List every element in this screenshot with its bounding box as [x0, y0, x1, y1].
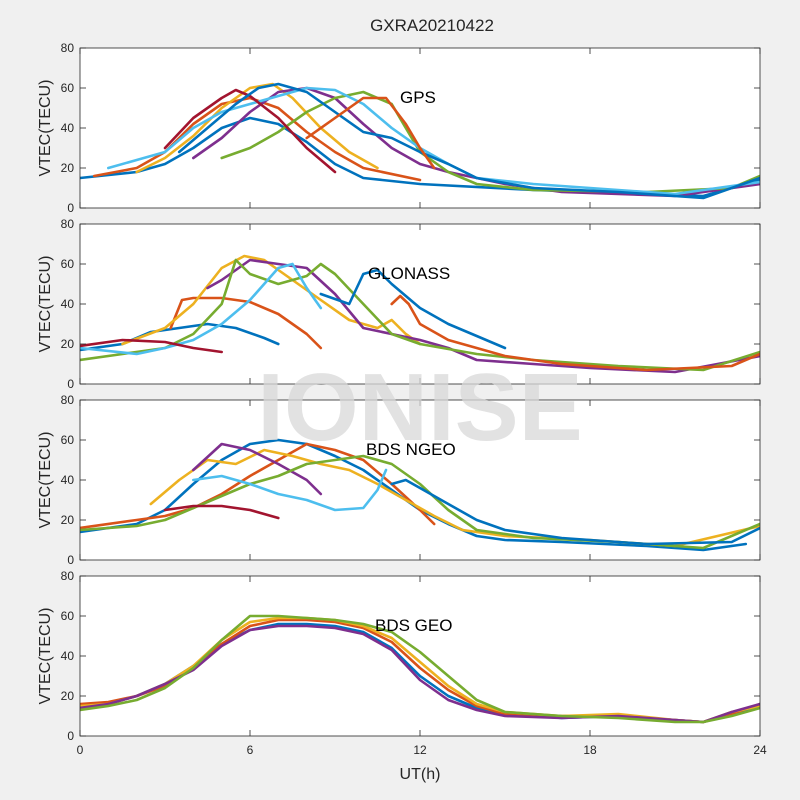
y-tick-label: 60 — [61, 433, 75, 447]
y-tick-label: 0 — [67, 201, 74, 215]
y-tick-label: 20 — [61, 337, 75, 351]
panel-1: 0 20 40 60 80 VTEC(TECU) GPS — [37, 41, 761, 215]
system-label: GPS — [400, 88, 436, 107]
plot-area — [80, 576, 760, 736]
series-line — [135, 82, 379, 174]
series-line — [80, 338, 223, 354]
series-line — [163, 504, 280, 520]
y-tick-label: 60 — [61, 257, 75, 271]
system-label: BDS GEO — [375, 616, 452, 635]
y-axis-label: VTEC(TECU) — [37, 432, 54, 529]
y-tick-label: 40 — [61, 297, 75, 311]
series-line — [92, 96, 422, 182]
y-tick-label: 60 — [61, 609, 75, 623]
series-line — [390, 478, 760, 546]
series-line — [169, 296, 323, 350]
series-line — [390, 294, 760, 372]
series-group — [80, 254, 760, 374]
series-line — [107, 86, 760, 196]
series-line — [319, 268, 507, 350]
series-line — [305, 96, 436, 170]
series-line — [80, 262, 323, 356]
y-tick-label: 80 — [61, 41, 75, 55]
series-line — [192, 442, 323, 496]
panel-3: 0 20 40 60 80 VTEC(TECU) BDS NGEO — [37, 393, 761, 567]
series-line — [177, 82, 760, 200]
y-tick-label: 20 — [61, 689, 75, 703]
series-line — [163, 88, 337, 174]
series-group — [80, 438, 760, 552]
y-tick-label: 0 — [67, 729, 74, 743]
watermark-text: IONISE — [257, 354, 582, 461]
y-tick-label: 0 — [67, 553, 74, 567]
series-line — [80, 614, 760, 724]
series-line — [192, 468, 388, 512]
series-group — [80, 614, 760, 724]
x-axis-label: UT(h) — [400, 766, 441, 783]
y-tick-label: 40 — [61, 121, 75, 135]
x-tick-label: 24 — [753, 743, 767, 757]
x-tick-label: 18 — [583, 743, 597, 757]
y-tick-label: 40 — [61, 473, 75, 487]
system-label: BDS NGEO — [366, 440, 456, 459]
y-tick-label: 80 — [61, 393, 75, 407]
series-group — [80, 82, 760, 200]
x-tick-label: 12 — [413, 743, 427, 757]
series-line — [80, 438, 748, 552]
y-tick-label: 20 — [61, 513, 75, 527]
figure-title: GXRA20210422 — [370, 16, 494, 35]
panel-2: 0 20 40 60 80 VTEC(TECU) GLONASS — [37, 217, 761, 391]
series-line — [80, 454, 760, 550]
y-tick-label: 80 — [61, 569, 75, 583]
y-axis-label: VTEC(TECU) — [37, 80, 54, 177]
y-axis-label: VTEC(TECU) — [37, 608, 54, 705]
y-tick-label: 20 — [61, 161, 75, 175]
y-tick-label: 40 — [61, 649, 75, 663]
y-tick-label: 80 — [61, 217, 75, 231]
y-tick-label: 0 — [67, 377, 74, 391]
x-tick-label: 6 — [247, 743, 254, 757]
x-tick-label: 0 — [77, 743, 84, 757]
y-tick-label: 60 — [61, 81, 75, 95]
panel-4: 0 20 40 60 80 0 6 12 18 24 VTEC(TECU) BDS GEO — [37, 569, 767, 757]
y-axis-label: VTEC(TECU) — [37, 256, 54, 353]
system-label: GLONASS — [368, 264, 450, 283]
